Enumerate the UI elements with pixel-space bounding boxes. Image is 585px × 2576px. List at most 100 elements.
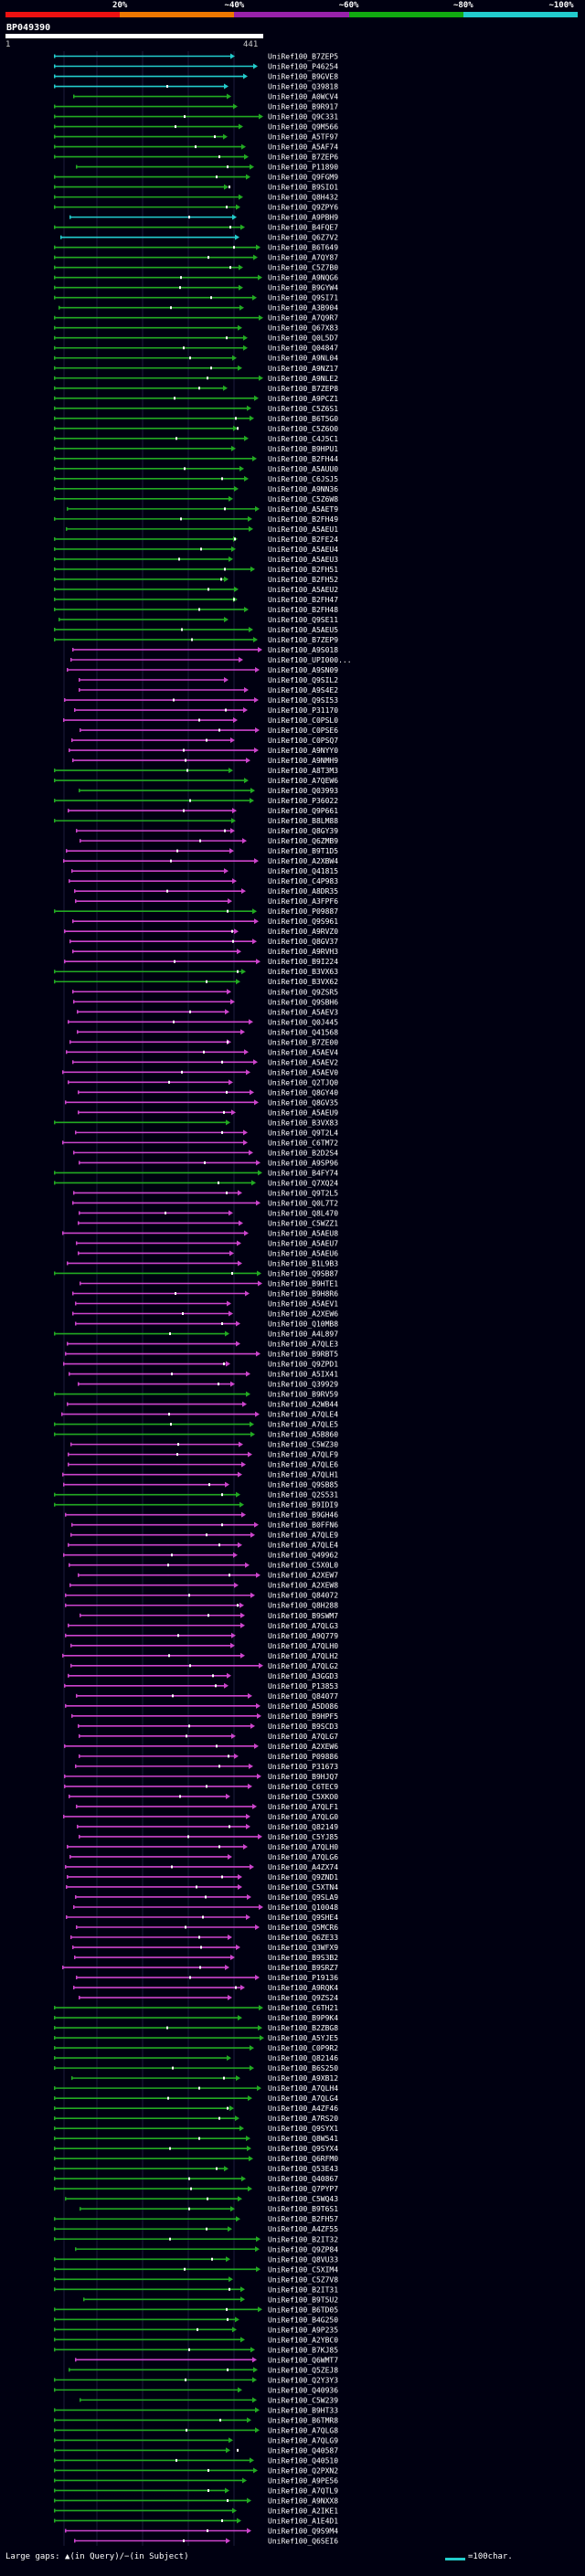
hit-row[interactable]: UniRef100_A7QLE4 <box>68 1542 338 1550</box>
hit-row[interactable]: UniRef100_P13853 <box>64 1682 338 1691</box>
hit-label[interactable]: UniRef100_B7ZEP8 <box>268 385 338 393</box>
hit-row[interactable]: UniRef100_C0PSE6 <box>80 726 338 735</box>
hit-row[interactable]: UniRef100_A8DR35 <box>74 887 338 896</box>
hit-row[interactable]: UniRef100_UPI000... <box>70 656 352 664</box>
hit-label[interactable]: UniRef100_A8T3M3 <box>268 767 338 775</box>
hit-row[interactable]: UniRef100_C5WQ43 <box>65 2195 338 2203</box>
hit-label[interactable]: UniRef100_Q8W541 <box>268 2135 338 2143</box>
hit-row[interactable]: UniRef100_Q8L470 <box>79 1209 338 1217</box>
hit-label[interactable]: UniRef100_Q6RFM0 <box>268 2155 338 2163</box>
hit-row[interactable]: UniRef100_A5AEU6 <box>78 1249 338 1257</box>
hit-row[interactable]: UniRef100_B9IDI9 <box>54 1501 338 1510</box>
hit-label[interactable]: UniRef100_A7Q9R7 <box>268 314 338 323</box>
hit-label[interactable]: UniRef100_Q7PYP7 <box>268 2185 338 2193</box>
hit-label[interactable]: UniRef100_Q49962 <box>268 1552 338 1560</box>
hit-label[interactable]: UniRef100_A7QLE4 <box>268 1411 338 1419</box>
hit-row[interactable]: UniRef100_B6T5G0 <box>54 415 338 423</box>
hit-row[interactable]: UniRef100_Q7XQ24 <box>54 1179 338 1187</box>
hit-label[interactable]: UniRef100_Q8GV35 <box>268 1098 338 1107</box>
hit-row[interactable]: UniRef100_Q0L5D7 <box>54 334 338 343</box>
hit-row[interactable]: UniRef100_A2XEW6 <box>64 1743 338 1751</box>
hit-label[interactable]: UniRef100_C5WQ43 <box>268 2195 338 2203</box>
hit-row[interactable]: UniRef100_A8T3M3 <box>54 767 338 775</box>
hit-label[interactable]: UniRef100_A5AEV2 <box>268 1058 338 1066</box>
hit-label[interactable]: UniRef100_B9R917 <box>268 103 338 111</box>
hit-label[interactable]: UniRef100_P46254 <box>268 63 338 71</box>
hit-label[interactable]: UniRef100_C0PSQ7 <box>268 737 338 745</box>
hit-row[interactable]: UniRef100_Q40867 <box>54 2175 338 2183</box>
hit-row[interactable]: UniRef100_A2XEW8 <box>69 1582 338 1590</box>
hit-row[interactable]: UniRef100_C5Z6S1 <box>54 405 338 413</box>
hit-label[interactable]: UniRef100_A5AEU7 <box>268 1239 338 1247</box>
hit-row[interactable]: UniRef100_B9RV59 <box>54 1391 338 1399</box>
hit-label[interactable]: UniRef100_A5AEU3 <box>268 556 338 564</box>
hit-row[interactable]: UniRef100_Q8H432 <box>54 194 338 202</box>
hit-label[interactable]: UniRef100_A7QLE3 <box>268 1341 338 1349</box>
hit-label[interactable]: UniRef100_Q39929 <box>268 1381 338 1389</box>
hit-row[interactable]: UniRef100_A2XBW4 <box>63 857 338 865</box>
hit-row[interactable]: UniRef100_B9HT33 <box>54 2406 338 2414</box>
hit-label[interactable]: UniRef100_A3FPF6 <box>268 897 338 906</box>
hit-row[interactable]: UniRef100_A7QLH4 <box>54 2084 338 2093</box>
hit-row[interactable]: UniRef100_Q9ZP84 <box>75 2245 338 2253</box>
hit-label[interactable]: UniRef100_Q0L7T2 <box>268 1199 338 1207</box>
hit-label[interactable]: UniRef100_A9S018 <box>268 646 338 654</box>
hit-label[interactable]: UniRef100_B7ZE00 <box>268 1038 338 1046</box>
hit-row[interactable]: UniRef100_C5Z7B0 <box>54 264 338 272</box>
hit-row[interactable]: UniRef100_Q6ZMB9 <box>80 837 338 845</box>
hit-row[interactable]: UniRef100_Q39818 <box>54 83 338 91</box>
hit-row[interactable]: UniRef100_Q9SI71 <box>54 294 338 302</box>
hit-row[interactable]: UniRef100_A2WB44 <box>67 1401 338 1409</box>
hit-label[interactable]: UniRef100_Q9P661 <box>268 807 338 815</box>
hit-label[interactable]: UniRef100_Q40510 <box>268 2456 338 2465</box>
hit-label[interactable]: UniRef100_Q67X83 <box>268 324 338 333</box>
hit-row[interactable]: UniRef100_A3B904 <box>58 304 338 313</box>
hit-label[interactable]: UniRef100_C5XIM4 <box>268 2265 338 2274</box>
hit-row[interactable]: UniRef100_B9HJQ7 <box>64 1773 338 1781</box>
hit-row[interactable]: UniRef100_Q9SLA9 <box>75 1893 338 1902</box>
hit-label[interactable]: UniRef100_B2FE24 <box>268 535 338 544</box>
hit-row[interactable]: UniRef100_Q10MB8 <box>75 1320 338 1329</box>
hit-row[interactable]: UniRef100_C6TH21 <box>54 2004 338 2012</box>
hit-row[interactable]: UniRef100_A7QLH0 <box>67 1843 338 1851</box>
hit-label[interactable]: UniRef100_C0PSL0 <box>268 716 338 725</box>
hit-label[interactable]: UniRef100_Q6SEI6 <box>268 2537 338 2545</box>
hit-row[interactable]: UniRef100_Q2S531 <box>54 1491 338 1500</box>
hit-label[interactable]: UniRef100_Q2Y3Y3 <box>268 2376 338 2384</box>
hit-label[interactable]: UniRef100_B6T649 <box>268 244 338 252</box>
hit-label[interactable]: UniRef100_C6TEC9 <box>268 1783 338 1791</box>
hit-row[interactable]: UniRef100_B9SCD3 <box>78 1723 338 1731</box>
hit-label[interactable]: UniRef100_A9SP96 <box>268 1159 338 1167</box>
hit-row[interactable]: UniRef100_B3VX83 <box>54 1118 338 1127</box>
hit-label[interactable]: UniRef100_A9NYY0 <box>268 747 338 755</box>
hit-label[interactable]: UniRef100_Q2S531 <box>268 1491 338 1500</box>
hit-label[interactable]: UniRef100_A2XBW4 <box>268 857 338 865</box>
hit-row[interactable]: UniRef100_B9GVE8 <box>54 73 338 81</box>
hit-label[interactable]: UniRef100_A2YBC0 <box>268 2336 338 2344</box>
hit-row[interactable]: UniRef100_Q9FGM9 <box>54 174 338 182</box>
hit-label[interactable]: UniRef100_A8DR35 <box>268 887 338 896</box>
hit-label[interactable]: UniRef100_B3VX63 <box>268 968 338 976</box>
hit-label[interactable]: UniRef100_A7QLG2 <box>268 1662 338 1670</box>
hit-label[interactable]: UniRef100_A7QLH1 <box>268 1471 338 1479</box>
hit-label[interactable]: UniRef100_A4ZX74 <box>268 1863 338 1871</box>
hit-label[interactable]: UniRef100_C6TH21 <box>268 2004 338 2012</box>
hit-label[interactable]: UniRef100_B2IT31 <box>268 2285 338 2294</box>
hit-label[interactable]: UniRef100_B9I224 <box>268 958 338 966</box>
hit-row[interactable]: UniRef100_A5AEV4 <box>66 1048 338 1056</box>
hit-row[interactable]: UniRef100_Q84072 <box>65 1592 338 1600</box>
hit-label[interactable]: UniRef100_B7ZEP5 <box>268 53 338 61</box>
hit-label[interactable]: UniRef100_C0PSE6 <box>268 726 338 735</box>
hit-label[interactable]: UniRef100_P36022 <box>268 797 338 805</box>
hit-row[interactable]: UniRef100_C5Z6W8 <box>54 495 338 504</box>
hit-row[interactable]: UniRef100_A9NLE2 <box>54 375 338 383</box>
hit-row[interactable]: UniRef100_A0WCV4 <box>73 93 338 101</box>
hit-row[interactable]: UniRef100_A7QLG8 <box>54 2426 338 2434</box>
hit-label[interactable]: UniRef100_C4J5C1 <box>268 435 338 443</box>
hit-row[interactable]: UniRef100_B7KJ85 <box>54 2346 338 2354</box>
hit-row[interactable]: UniRef100_Q6WMT7 <box>75 2356 338 2364</box>
hit-row[interactable]: UniRef100_B9HTE1 <box>80 1279 338 1288</box>
hit-label[interactable]: UniRef100_A7QY87 <box>268 254 338 262</box>
hit-label[interactable]: UniRef100_B2FH44 <box>268 455 338 463</box>
hit-label[interactable]: UniRef100_Q2PXN2 <box>268 2466 338 2475</box>
